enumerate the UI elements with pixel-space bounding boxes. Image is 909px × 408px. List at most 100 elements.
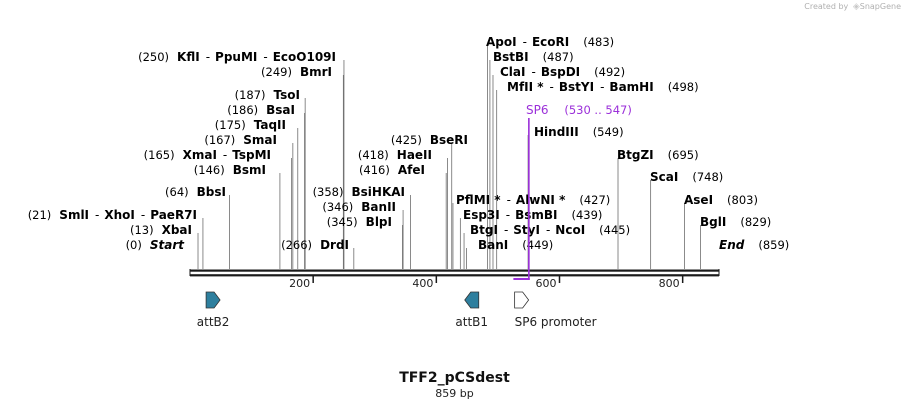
cut-site-position: (186): [227, 103, 258, 117]
enzyme-name: BanI: [478, 238, 508, 252]
cut-site-position: (0): [126, 238, 142, 252]
cut-site-position: (859): [758, 238, 789, 252]
enzyme-name: NcoI: [555, 223, 585, 237]
cut-site-position: (427): [579, 193, 610, 207]
enzyme-name: HaeII: [397, 148, 432, 162]
enzyme-name: BmrI: [300, 65, 332, 79]
enzyme-name: TspMI: [232, 148, 271, 162]
enzyme-name: Start: [150, 238, 185, 252]
name-separator: -: [504, 223, 508, 237]
cut-site-label-haeii[interactable]: (418) HaeII: [358, 148, 432, 162]
cut-site-label-bseri[interactable]: (425) BseRI: [391, 133, 468, 147]
ruler-tick-label: 200: [289, 277, 310, 290]
cut-site-label-taqii[interactable]: (175) TaqII: [215, 118, 286, 132]
cut-site-label-clai-bspdi[interactable]: ClaI - BspDI (492): [500, 65, 625, 79]
enzyme-name: AseI: [684, 193, 713, 207]
cut-site-label-bbsi[interactable]: (64) BbsI: [165, 185, 226, 199]
enzyme-name: AlwNI *: [516, 193, 566, 207]
enzyme-name: EcoRI: [532, 35, 569, 49]
cut-site-label-smai[interactable]: (167) SmaI: [204, 133, 277, 147]
name-separator: -: [223, 148, 227, 162]
cut-site-label-xbai[interactable]: (13) XbaI: [130, 223, 192, 237]
cut-site-label-banii[interactable]: (346) BanII: [322, 200, 396, 214]
cut-site-position: (266): [281, 238, 312, 252]
feature-arrow-attb1[interactable]: [464, 291, 480, 309]
name-separator: -: [600, 80, 604, 94]
cut-site-label-hindiii[interactable]: HindIII (549): [534, 125, 624, 139]
cut-site-label-btgzi[interactable]: BtgZI (695): [617, 148, 699, 162]
snapgene-logo-icon: ◈: [852, 2, 860, 12]
cut-site-position: (346): [322, 200, 353, 214]
cut-site-label-bgli[interactable]: BglI (829): [700, 215, 771, 229]
cut-site-position: (829): [740, 215, 771, 229]
primer-label: SP6 (530 .. 547): [526, 103, 632, 117]
enzyme-name: BsmI: [233, 163, 266, 177]
enzyme-name: PflMI *: [456, 193, 501, 207]
cut-site-label-pflmi-alwni[interactable]: PflMI * - AlwNI * (427): [456, 193, 610, 207]
name-separator: -: [95, 208, 99, 222]
cut-site-label-end[interactable]: End (859): [719, 238, 789, 252]
credit-brand: SnapGene: [859, 2, 901, 11]
cut-site-label-scai[interactable]: ScaI (748): [650, 170, 723, 184]
feature-arrow-sp6-promoter[interactable]: [514, 291, 530, 309]
cut-site-label-drdi[interactable]: (266) DrdI: [281, 238, 349, 252]
cut-site-label-tsoi[interactable]: (187) TsoI: [235, 88, 300, 102]
name-separator: -: [523, 35, 527, 49]
enzyme-name: BanII: [361, 200, 396, 214]
cut-site-label-smli-xhoi-paer7i[interactable]: (21) SmlI - XhoI - PaeR7I: [28, 208, 197, 222]
enzyme-name: EcoO109I: [273, 50, 336, 64]
primer-sp6[interactable]: SP6 (530 .. 547): [513, 103, 632, 280]
enzyme-name: PaeR7I: [150, 208, 197, 222]
cut-site-label-asei[interactable]: AseI (803): [684, 193, 758, 207]
cut-site-position: (175): [215, 118, 246, 132]
enzyme-name: BbsI: [197, 185, 226, 199]
cut-site-position: (803): [727, 193, 758, 207]
cut-site-position: (345): [327, 215, 358, 229]
cut-site-position: (748): [692, 170, 723, 184]
cut-site-label-bsihkai[interactable]: (358) BsiHKAI: [313, 185, 405, 199]
cut-site-label-afei[interactable]: (416) AfeI: [359, 163, 425, 177]
enzyme-name: AfeI: [398, 163, 425, 177]
feature-label-sp6-promoter: SP6 promoter: [515, 315, 597, 329]
feature-label-attb1: attB1: [455, 315, 488, 329]
cut-site-label-esp3i-bsmbi[interactable]: Esp3I - BsmBI (439): [463, 208, 602, 222]
enzyme-name: BglI: [700, 215, 726, 229]
enzyme-name: BtgI: [470, 223, 498, 237]
cut-site-label-blpi[interactable]: (345) BlpI: [327, 215, 392, 229]
cut-site-position: (187): [235, 88, 266, 102]
enzyme-name: BseRI: [430, 133, 468, 147]
enzyme-name: StyI: [513, 223, 540, 237]
enzyme-name: BsaI: [266, 103, 295, 117]
cut-site-position: (250): [138, 50, 169, 64]
enzyme-name: TsoI: [274, 88, 300, 102]
ruler-tick-label: 600: [535, 277, 556, 290]
cut-site-label-xmai-tspmi[interactable]: (165) XmaI - TspMI: [144, 148, 271, 162]
cut-site-label-bstbi[interactable]: BstBI (487): [493, 50, 574, 64]
cut-site-label-bsai[interactable]: (186) BsaI: [227, 103, 295, 117]
name-separator: -: [263, 50, 267, 64]
enzyme-name: HindIII: [534, 125, 579, 139]
snapgene-credit: Created by ◈SnapGene: [804, 2, 901, 12]
enzyme-name: XbaI: [162, 223, 192, 237]
enzyme-name: XhoI: [104, 208, 135, 222]
name-separator: -: [506, 208, 510, 222]
cut-site-label-kfli-ppumi-ecoo109i[interactable]: (250) KflI - PpuMI - EcoO109I: [138, 50, 336, 64]
cut-site-position: (418): [358, 148, 389, 162]
feature-arrow-attb2[interactable]: [205, 291, 221, 309]
ruler-tick-label: 800: [659, 277, 680, 290]
cut-site-label-start[interactable]: (0) Start: [126, 238, 186, 252]
cut-site-label-bani[interactable]: BanI (449): [478, 238, 553, 252]
enzyme-name: ClaI: [500, 65, 525, 79]
cut-site-label-mfii-bstyi-bamhi[interactable]: MfII * - BstYI - BamHI (498): [507, 80, 699, 94]
cut-site-position: (249): [261, 65, 292, 79]
cut-site-position: (165): [144, 148, 175, 162]
cut-site-position: (439): [572, 208, 603, 222]
cut-site-label-btgi-styi-ncoi[interactable]: BtgI - StyI - NcoI (445): [470, 223, 630, 237]
cut-site-label-apoi-ecori[interactable]: ApoI - EcoRI (483): [486, 35, 614, 49]
cut-site-label-bsmi[interactable]: (146) BsmI: [194, 163, 266, 177]
cut-site-label-bmri[interactable]: (249) BmrI: [261, 65, 332, 79]
cut-site-position: (449): [522, 238, 553, 252]
cut-site-position: (483): [583, 35, 614, 49]
enzyme-name: BlpI: [366, 215, 392, 229]
